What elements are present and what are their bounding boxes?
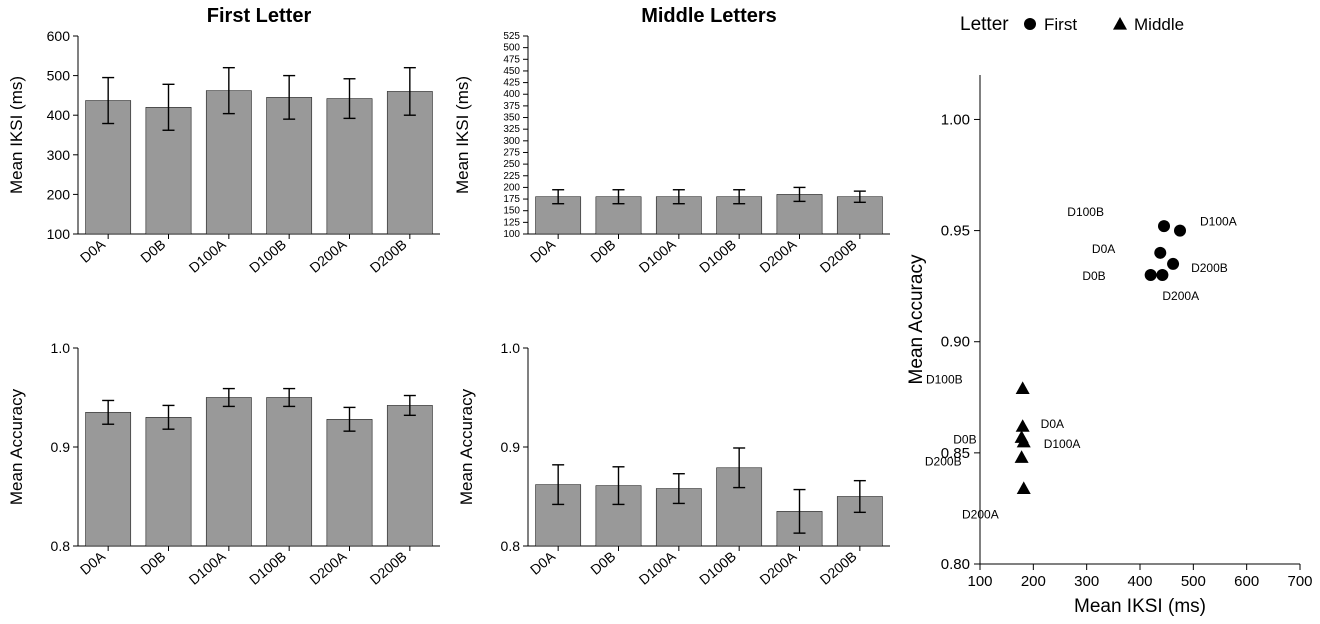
svg-text:First Letter: First Letter: [207, 5, 312, 27]
svg-text:300: 300: [503, 136, 520, 147]
svg-text:Middle: Middle: [1134, 15, 1184, 34]
svg-text:475: 475: [503, 54, 520, 65]
svg-text:0.90: 0.90: [941, 334, 970, 351]
svg-text:D200A: D200A: [306, 548, 350, 588]
panel-middle-iksi: Middle Letters 10012515017520022525027530…: [450, 0, 900, 312]
svg-text:525: 525: [503, 31, 520, 42]
svg-text:D0B: D0B: [953, 432, 976, 446]
svg-text:D200A: D200A: [306, 236, 350, 276]
svg-text:D100B: D100B: [246, 236, 289, 276]
svg-text:400: 400: [1127, 573, 1152, 590]
svg-text:D0B: D0B: [137, 236, 168, 266]
svg-text:D100A: D100A: [1200, 215, 1237, 229]
svg-text:150: 150: [503, 206, 520, 217]
svg-text:D100B: D100B: [1067, 205, 1104, 219]
svg-text:D200B: D200B: [367, 236, 410, 276]
svg-text:Mean IKSI (ms): Mean IKSI (ms): [7, 76, 26, 194]
svg-text:D200A: D200A: [756, 548, 800, 588]
svg-text:D100B: D100B: [246, 548, 289, 588]
svg-text:D200B: D200B: [925, 454, 962, 468]
svg-text:Middle Letters: Middle Letters: [641, 5, 777, 27]
svg-text:325: 325: [503, 124, 520, 135]
svg-text:425: 425: [503, 78, 520, 89]
svg-text:D200A: D200A: [962, 507, 999, 521]
svg-text:500: 500: [47, 68, 71, 84]
svg-text:0.9: 0.9: [51, 439, 71, 455]
figure-container: First Letter 100 200 300 400 500 600 Mean IKSI …: [0, 0, 1320, 624]
svg-text:300: 300: [47, 147, 71, 163]
svg-text:700: 700: [1287, 573, 1312, 590]
bar-chart-grid: First Letter 100 200 300 400 500 600 Mean IKSI …: [0, 0, 900, 624]
svg-text:D0A: D0A: [77, 236, 109, 266]
svg-text:D100B: D100B: [696, 236, 739, 276]
svg-text:1.0: 1.0: [51, 340, 71, 356]
svg-text:D100A: D100A: [1044, 437, 1081, 451]
svg-text:0.80: 0.80: [941, 556, 970, 573]
svg-text:225: 225: [503, 171, 520, 182]
panel-middle-acc: 0.8 0.9 1.0 Mean Accuracy D0A D0B D100A D100B D2…: [450, 312, 900, 624]
svg-text:D100B: D100B: [926, 372, 963, 386]
svg-text:400: 400: [503, 89, 520, 100]
svg-text:D0A: D0A: [527, 236, 559, 266]
svg-text:450: 450: [503, 66, 520, 77]
svg-text:500: 500: [1181, 573, 1206, 590]
svg-text:0.8: 0.8: [51, 538, 71, 554]
svg-text:200: 200: [1021, 573, 1046, 590]
svg-text:D0A: D0A: [1041, 417, 1064, 431]
svg-text:D200B: D200B: [367, 548, 410, 588]
svg-text:250: 250: [503, 159, 520, 170]
svg-text:D200A: D200A: [756, 236, 800, 276]
svg-text:100: 100: [503, 229, 520, 240]
svg-text:First: First: [1044, 15, 1077, 34]
svg-text:D0B: D0B: [1082, 269, 1105, 283]
svg-text:D100A: D100A: [636, 548, 680, 588]
svg-text:100: 100: [967, 573, 992, 590]
svg-text:0.95: 0.95: [941, 223, 970, 240]
svg-text:500: 500: [503, 43, 520, 54]
svg-text:Mean IKSI (ms): Mean IKSI (ms): [1074, 596, 1206, 617]
svg-text:D0A: D0A: [527, 548, 559, 578]
svg-text:200: 200: [47, 186, 71, 202]
svg-text:1.00: 1.00: [941, 111, 970, 128]
svg-text:300: 300: [1074, 573, 1099, 590]
svg-text:D100A: D100A: [186, 236, 230, 276]
panel-first-iksi: First Letter 100 200 300 400 500 600 Mean IKSI …: [0, 0, 450, 312]
svg-text:D0B: D0B: [587, 548, 618, 578]
svg-text:D0B: D0B: [137, 548, 168, 578]
svg-text:400: 400: [47, 107, 71, 123]
svg-text:1.0: 1.0: [501, 340, 521, 356]
svg-text:D200B: D200B: [1191, 261, 1228, 275]
svg-text:375: 375: [503, 101, 520, 112]
svg-text:200: 200: [503, 182, 520, 193]
svg-text:100: 100: [47, 226, 71, 242]
svg-text:Mean Accuracy: Mean Accuracy: [7, 388, 26, 505]
svg-text:D200B: D200B: [817, 548, 860, 588]
svg-text:D100A: D100A: [636, 236, 680, 276]
svg-text:600: 600: [1234, 573, 1259, 590]
svg-text:0.9: 0.9: [501, 439, 521, 455]
scatter-panel: Letter First Middle 100 200 300 400 500 600 700 0.…: [900, 0, 1320, 624]
svg-text:D100A: D100A: [186, 548, 230, 588]
svg-text:D0B: D0B: [587, 236, 618, 266]
svg-text:0.8: 0.8: [501, 538, 521, 554]
svg-text:D0A: D0A: [77, 548, 109, 578]
svg-text:Letter: Letter: [960, 14, 1009, 35]
svg-text:Mean Accuracy: Mean Accuracy: [906, 254, 927, 384]
svg-text:125: 125: [503, 217, 520, 228]
svg-text:D200B: D200B: [817, 236, 860, 276]
svg-text:D100B: D100B: [696, 548, 739, 588]
svg-text:350: 350: [503, 113, 520, 124]
svg-text:D0A: D0A: [1092, 242, 1115, 256]
svg-text:D200A: D200A: [1162, 289, 1199, 303]
svg-text:Mean IKSI (ms): Mean IKSI (ms): [453, 76, 472, 194]
svg-text:175: 175: [503, 194, 520, 205]
svg-text:600: 600: [47, 28, 71, 44]
svg-text:Mean Accuracy: Mean Accuracy: [457, 388, 476, 505]
panel-first-acc: 0.8 0.9 1.0 Mean Accuracy D0A D0B D100A D100B D2…: [0, 312, 450, 624]
svg-text:275: 275: [503, 147, 520, 158]
